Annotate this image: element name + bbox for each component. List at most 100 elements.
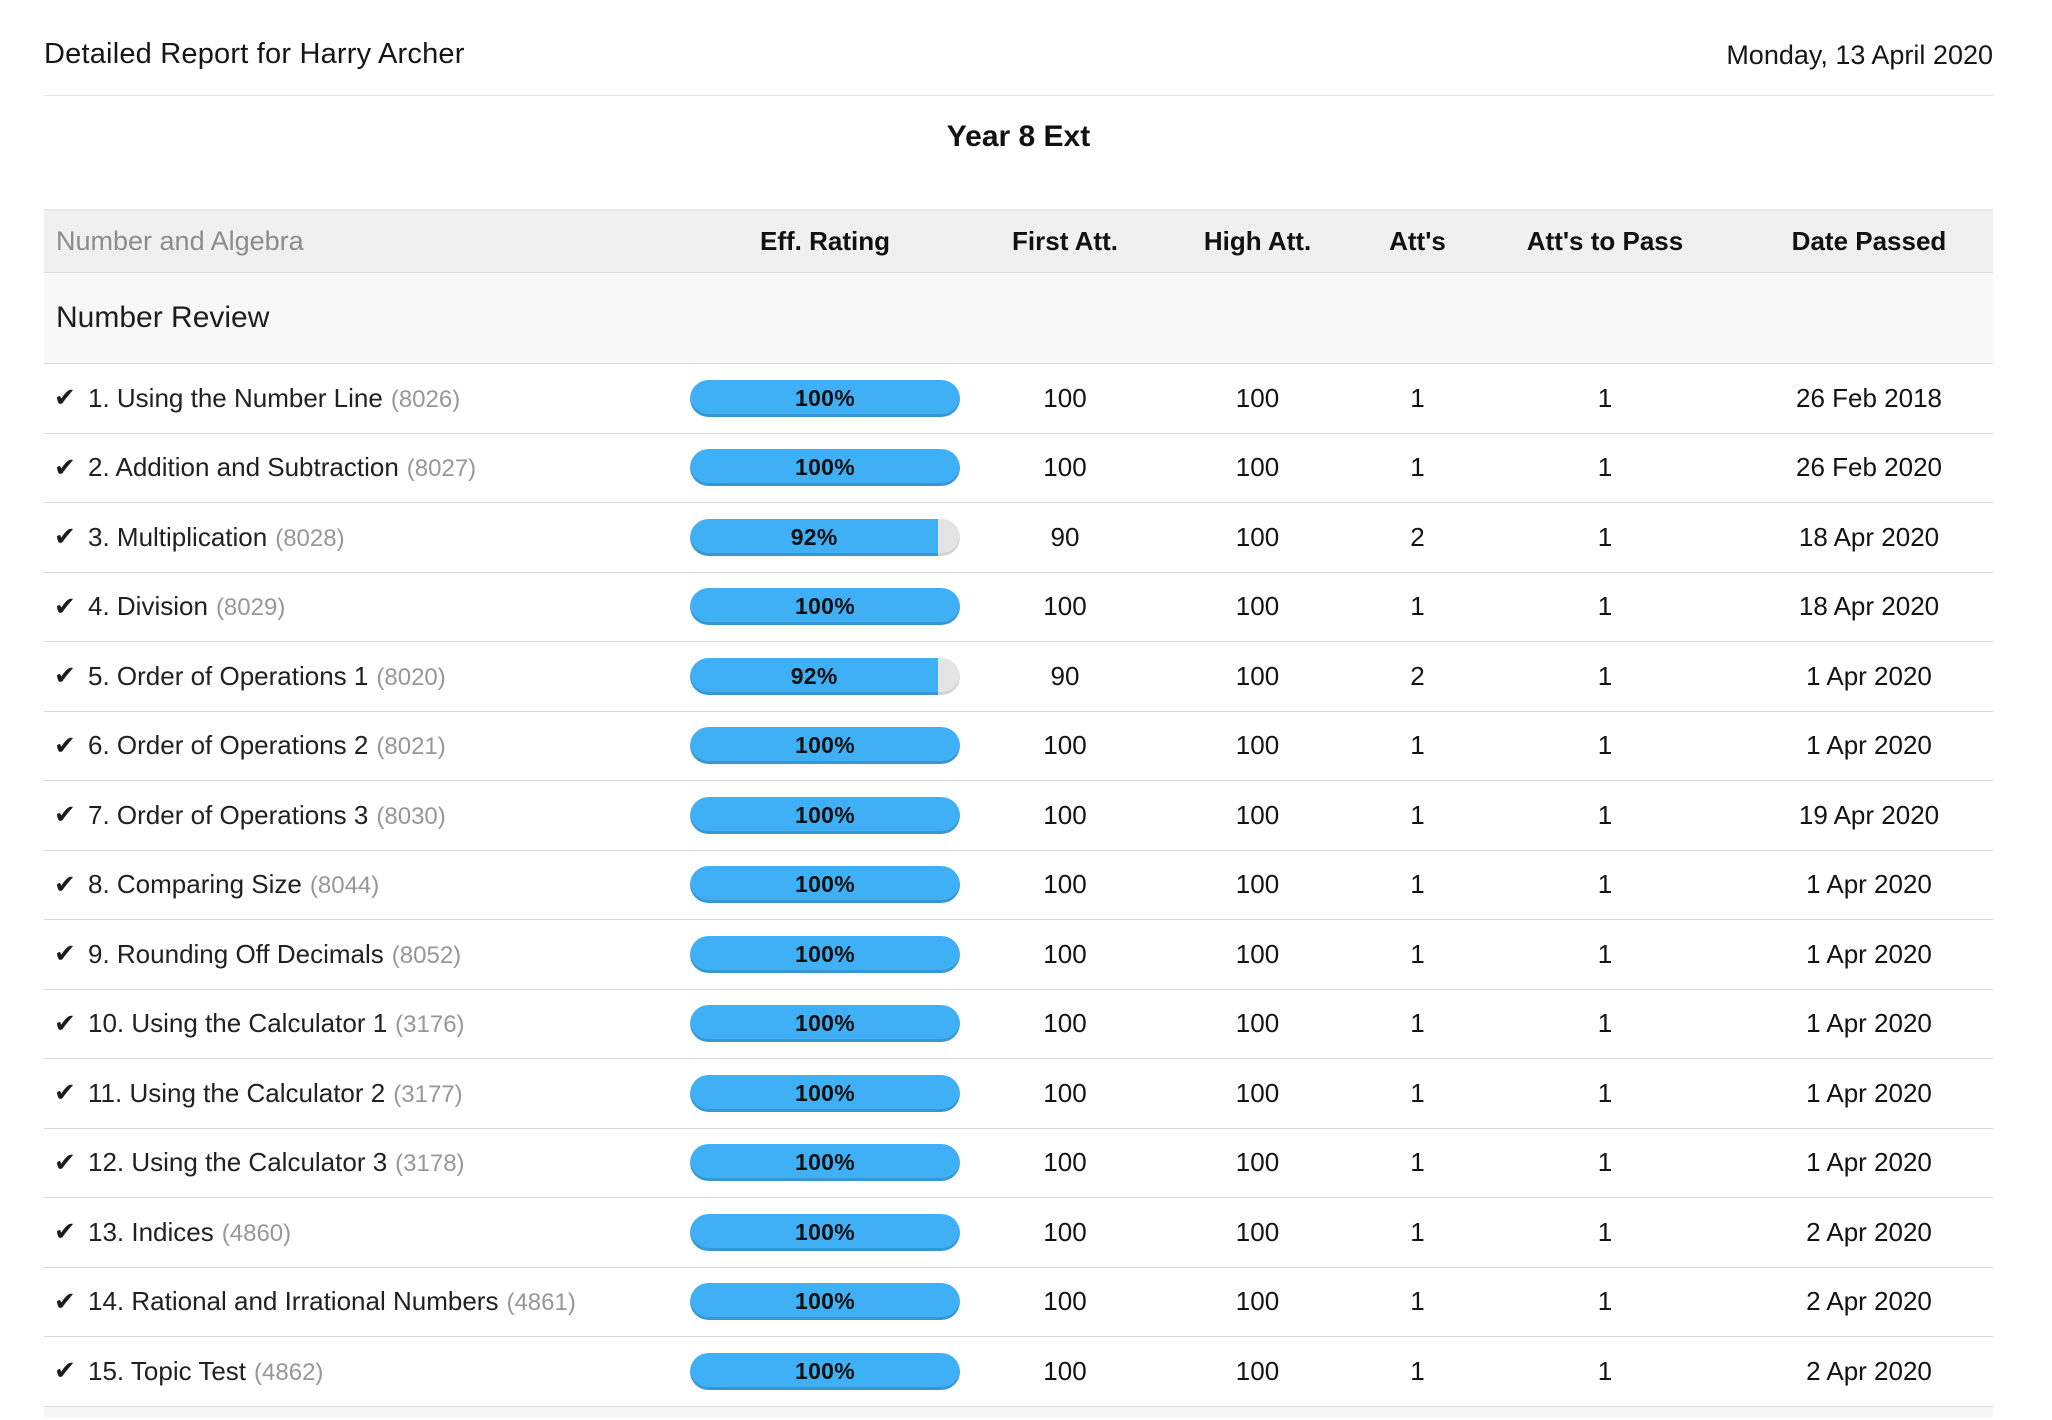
atts-value: 1 xyxy=(1410,1077,1425,1108)
atts-value: 1 xyxy=(1410,869,1425,900)
eff-rating-value: 92% xyxy=(790,523,838,550)
atts-to-pass-value: 1 xyxy=(1597,591,1613,622)
first-att-value: 90 xyxy=(1050,660,1080,691)
eff-rating-value: 92% xyxy=(790,662,838,689)
table-row: ✔ 4. Division (8029) 100% 100 100 1 1 18 … xyxy=(44,572,1993,642)
table-row: ✔ 15. Topic Test (4862) 100% 100 100 1 1 … xyxy=(44,1337,1993,1407)
passed-check-icon: ✔ xyxy=(54,383,76,414)
date-passed-value: 1 Apr 2020 xyxy=(1806,1008,1932,1039)
table-row: ✔ 2. Addition and Subtraction (8027) 100%… xyxy=(44,433,1993,503)
column-header-atts-to-pass: Att's to Pass xyxy=(1526,225,1684,256)
passed-check-icon: ✔ xyxy=(54,1217,76,1248)
date-passed-value: 1 Apr 2020 xyxy=(1806,660,1932,691)
eff-rating-value: 100% xyxy=(794,1079,856,1106)
column-header-first-att: First Att. xyxy=(1012,225,1118,256)
table-row: ✔ 11. Using the Calculator 2 (3177) 100% … xyxy=(44,1059,1993,1129)
atts-value: 1 xyxy=(1410,1286,1425,1317)
date-passed-value: 2 Apr 2020 xyxy=(1806,1355,1932,1386)
first-att-value: 100 xyxy=(1043,591,1087,622)
high-att-value: 100 xyxy=(1235,869,1280,900)
eff-rating-bar-fill: 100% xyxy=(690,935,960,973)
atts-to-pass-value: 1 xyxy=(1597,1216,1613,1247)
eff-rating-bar-fill: 100% xyxy=(690,1352,960,1390)
atts-value: 1 xyxy=(1410,1147,1425,1178)
task-id: (3177) xyxy=(393,1080,463,1108)
date-passed-value: 1 Apr 2020 xyxy=(1806,730,1932,761)
date-passed-value: 18 Apr 2020 xyxy=(1798,521,1940,552)
first-att-value: 100 xyxy=(1043,1147,1087,1178)
high-att-value: 100 xyxy=(1235,1286,1280,1317)
eff-rating-bar: 100% xyxy=(690,727,960,765)
task-title: 11. Using the Calculator 2 xyxy=(88,1077,386,1108)
first-att-value: 100 xyxy=(1043,799,1087,830)
eff-rating-value: 100% xyxy=(794,593,856,620)
atts-value: 1 xyxy=(1410,730,1425,761)
high-att-value: 100 xyxy=(1235,1008,1280,1039)
column-header-date-passed: Date Passed xyxy=(1791,225,1947,256)
eff-rating-bar-fill: 100% xyxy=(690,449,960,487)
high-att-value: 100 xyxy=(1235,730,1280,761)
eff-rating-bar: 100% xyxy=(690,1283,960,1321)
eff-rating-value: 100% xyxy=(794,1218,856,1245)
report-header: Detailed Report for Harry Archer Monday,… xyxy=(44,0,1993,96)
atts-value: 1 xyxy=(1410,799,1425,830)
task-id: (3176) xyxy=(395,1011,465,1039)
atts-value: 1 xyxy=(1410,452,1425,483)
eff-rating-bar-fill: 100% xyxy=(690,588,960,626)
passed-check-icon: ✔ xyxy=(54,661,76,692)
task-title: 9. Rounding Off Decimals xyxy=(88,938,384,969)
high-att-value: 100 xyxy=(1235,1355,1280,1386)
table-row: ✔ 10. Using the Calculator 1 (3176) 100% … xyxy=(44,989,1993,1059)
eff-rating-bar: 100% xyxy=(690,1144,960,1182)
atts-to-pass-value: 1 xyxy=(1597,938,1613,969)
eff-rating-value: 100% xyxy=(794,1288,856,1315)
eff-rating-bar-fill: 92% xyxy=(690,657,939,695)
atts-value: 2 xyxy=(1410,521,1425,552)
eff-rating-value: 100% xyxy=(794,384,856,411)
eff-rating-value: 100% xyxy=(794,871,856,898)
table-row: ✔ 9. Rounding Off Decimals (8052) 100% 10… xyxy=(44,920,1993,990)
atts-value: 1 xyxy=(1410,938,1425,969)
eff-rating-bar-fill: 100% xyxy=(690,1213,960,1251)
high-att-value: 100 xyxy=(1235,1216,1280,1247)
first-att-value: 100 xyxy=(1043,1008,1087,1039)
section-header: Number Review xyxy=(44,273,1993,364)
first-att-value: 100 xyxy=(1043,382,1087,413)
eff-rating-value: 100% xyxy=(794,940,856,967)
passed-check-icon: ✔ xyxy=(54,1147,76,1178)
eff-rating-value: 100% xyxy=(794,1010,856,1037)
task-id: (4861) xyxy=(506,1289,576,1317)
eff-rating-bar: 92% xyxy=(690,657,960,695)
passed-check-icon: ✔ xyxy=(54,800,76,831)
atts-to-pass-value: 1 xyxy=(1597,1355,1613,1386)
task-title: 15. Topic Test xyxy=(88,1355,247,1386)
table-row: ✔ 6. Order of Operations 2 (8021) 100% 10… xyxy=(44,711,1993,781)
table-body: ✔ 1. Using the Number Line (8026) 100% 10… xyxy=(44,364,1993,1407)
task-id: (8044) xyxy=(309,872,380,900)
atts-to-pass-value: 1 xyxy=(1597,1077,1613,1108)
task-id: (8052) xyxy=(391,941,462,969)
passed-check-icon: ✔ xyxy=(54,452,76,483)
passed-check-icon: ✔ xyxy=(54,730,76,761)
task-id: (3178) xyxy=(395,1150,465,1178)
atts-to-pass-value: 1 xyxy=(1597,799,1613,830)
date-passed-value: 2 Apr 2020 xyxy=(1806,1216,1932,1247)
high-att-value: 100 xyxy=(1235,1077,1280,1108)
task-title: 10. Using the Calculator 1 xyxy=(88,1008,388,1039)
atts-value: 1 xyxy=(1410,1008,1425,1039)
task-title: 8. Comparing Size xyxy=(88,869,302,900)
column-header-high-att: High Att. xyxy=(1203,225,1312,256)
eff-rating-bar: 100% xyxy=(690,1074,960,1112)
eff-rating-bar: 100% xyxy=(690,796,960,834)
eff-rating-bar-fill: 100% xyxy=(690,1283,960,1321)
passed-check-icon: ✔ xyxy=(54,522,76,553)
task-title: 14. Rational and Irrational Numbers xyxy=(88,1286,499,1317)
task-title: 7. Order of Operations 3 xyxy=(88,799,369,830)
date-passed-value: 26 Feb 2018 xyxy=(1795,382,1942,413)
eff-rating-value: 100% xyxy=(794,801,856,828)
date-passed-value: 1 Apr 2020 xyxy=(1806,938,1932,969)
task-id: (4860) xyxy=(221,1219,292,1247)
eff-rating-bar: 100% xyxy=(690,866,960,904)
date-passed-value: 19 Apr 2020 xyxy=(1798,799,1940,830)
task-id: (8020) xyxy=(376,663,446,691)
